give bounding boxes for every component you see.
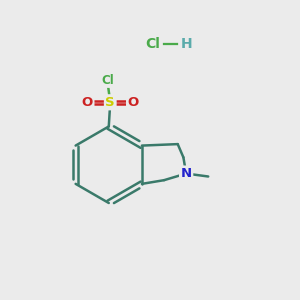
Text: Cl: Cl [146,37,160,51]
Text: O: O [128,96,139,109]
Text: N: N [181,167,192,180]
Text: S: S [105,96,115,109]
Text: Cl: Cl [101,74,114,87]
Text: O: O [82,96,93,109]
Text: H: H [181,37,193,51]
